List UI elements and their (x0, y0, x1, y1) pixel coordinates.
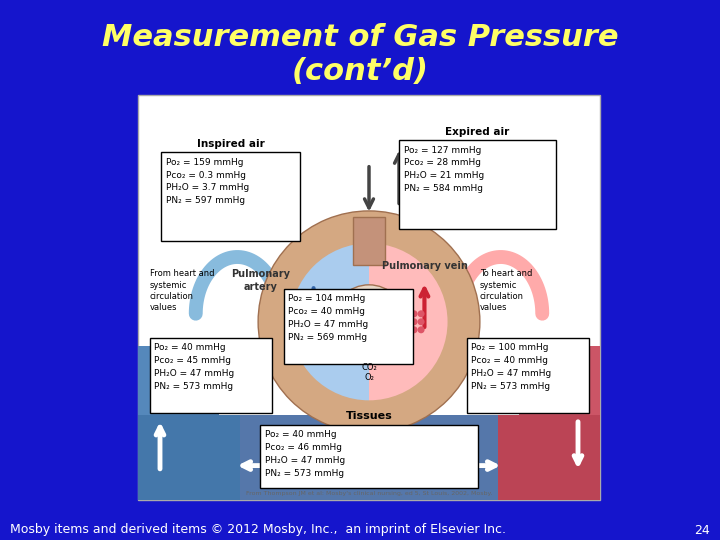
Circle shape (397, 318, 404, 325)
Circle shape (320, 318, 328, 325)
Circle shape (418, 310, 425, 318)
Bar (138, 415, 240, 500)
Text: Po₂ = 40 mmHg
Pco₂ = 45 mmHg
PH₂O = 47 mmHg
PN₂ = 573 mmHg: Po₂ = 40 mmHg Pco₂ = 45 mmHg PH₂O = 47 m… (153, 343, 234, 390)
Circle shape (313, 310, 320, 318)
Text: 24: 24 (694, 523, 710, 537)
Circle shape (404, 326, 410, 333)
Text: Pulmonary
artery: Pulmonary artery (231, 269, 290, 292)
Bar (399, 139, 556, 228)
Text: To heart and
systemic
circulation
values: To heart and systemic circulation values (480, 269, 532, 313)
Circle shape (410, 318, 418, 325)
Bar (353, 217, 385, 265)
Bar (284, 289, 413, 364)
Text: (cont’d): (cont’d) (292, 57, 428, 86)
Text: From Thompson JM et al: Mosby's clinical nursing, ed 5, St Louis, 2002, Mosby.: From Thompson JM et al: Mosby's clinical… (246, 491, 492, 496)
Wedge shape (290, 243, 369, 400)
Text: Pulmonary vein: Pulmonary vein (382, 261, 467, 271)
Circle shape (334, 326, 341, 333)
Text: Po₂ = 40 mmHg
Pco₂ = 46 mmHg
PH₂O = 47 mmHg
PN₂ = 573 mmHg: Po₂ = 40 mmHg Pco₂ = 46 mmHg PH₂O = 47 m… (266, 430, 346, 477)
Text: Inspired air: Inspired air (197, 139, 264, 148)
Circle shape (332, 285, 406, 359)
Text: Po₂ = 100 mmHg
Pco₂ = 40 mmHg
PH₂O = 47 mmHg
PN₂ = 573 mmHg: Po₂ = 100 mmHg Pco₂ = 40 mmHg PH₂O = 47 … (471, 343, 552, 390)
Text: Mosby items and derived items © 2012 Mosby, Inc.,  an imprint of Elsevier Inc.: Mosby items and derived items © 2012 Mos… (10, 523, 506, 537)
Circle shape (397, 310, 404, 318)
Bar (498, 415, 600, 500)
Bar (161, 152, 300, 241)
Circle shape (404, 318, 410, 325)
Circle shape (328, 310, 334, 318)
Circle shape (320, 310, 328, 318)
Circle shape (320, 326, 328, 333)
Circle shape (328, 318, 334, 325)
Bar (261, 425, 477, 488)
Circle shape (404, 310, 410, 318)
Wedge shape (258, 211, 480, 433)
Circle shape (334, 318, 341, 325)
Bar (150, 338, 272, 413)
Text: Po₂ = 104 mmHg
Pco₂ = 40 mmHg
PH₂O = 47 mmHg
PN₂ = 569 mmHg: Po₂ = 104 mmHg Pco₂ = 40 mmHg PH₂O = 47 … (287, 294, 368, 342)
Circle shape (418, 318, 425, 325)
Text: Measurement of Gas Pressure: Measurement of Gas Pressure (102, 24, 618, 52)
Circle shape (418, 326, 425, 333)
Circle shape (334, 310, 341, 318)
Circle shape (313, 318, 320, 325)
Circle shape (313, 326, 320, 333)
Bar (467, 338, 590, 413)
Bar (138, 95, 600, 500)
Text: From heart and
systemic
circulation
values: From heart and systemic circulation valu… (150, 269, 214, 313)
Circle shape (410, 310, 418, 318)
Text: CO₂
O₂: CO₂ O₂ (361, 363, 377, 382)
Bar (519, 346, 600, 500)
Text: Po₂ = 159 mmHg
Pco₂ = 0.3 mmHg
PH₂O = 3.7 mmHg
PN₂ = 597 mmHg: Po₂ = 159 mmHg Pco₂ = 0.3 mmHg PH₂O = 3.… (166, 158, 249, 205)
Text: Tissues: Tissues (346, 411, 392, 421)
Circle shape (397, 326, 404, 333)
Text: Expired air: Expired air (446, 126, 510, 137)
Bar (240, 415, 498, 500)
Text: Po₂ = 127 mmHg
Pco₂ = 28 mmHg
PH₂O = 21 mmHg
PN₂ = 584 mmHg: Po₂ = 127 mmHg Pco₂ = 28 mmHg PH₂O = 21 … (404, 146, 485, 193)
Circle shape (328, 326, 334, 333)
Circle shape (410, 326, 418, 333)
Wedge shape (369, 243, 448, 400)
Bar (138, 346, 219, 500)
